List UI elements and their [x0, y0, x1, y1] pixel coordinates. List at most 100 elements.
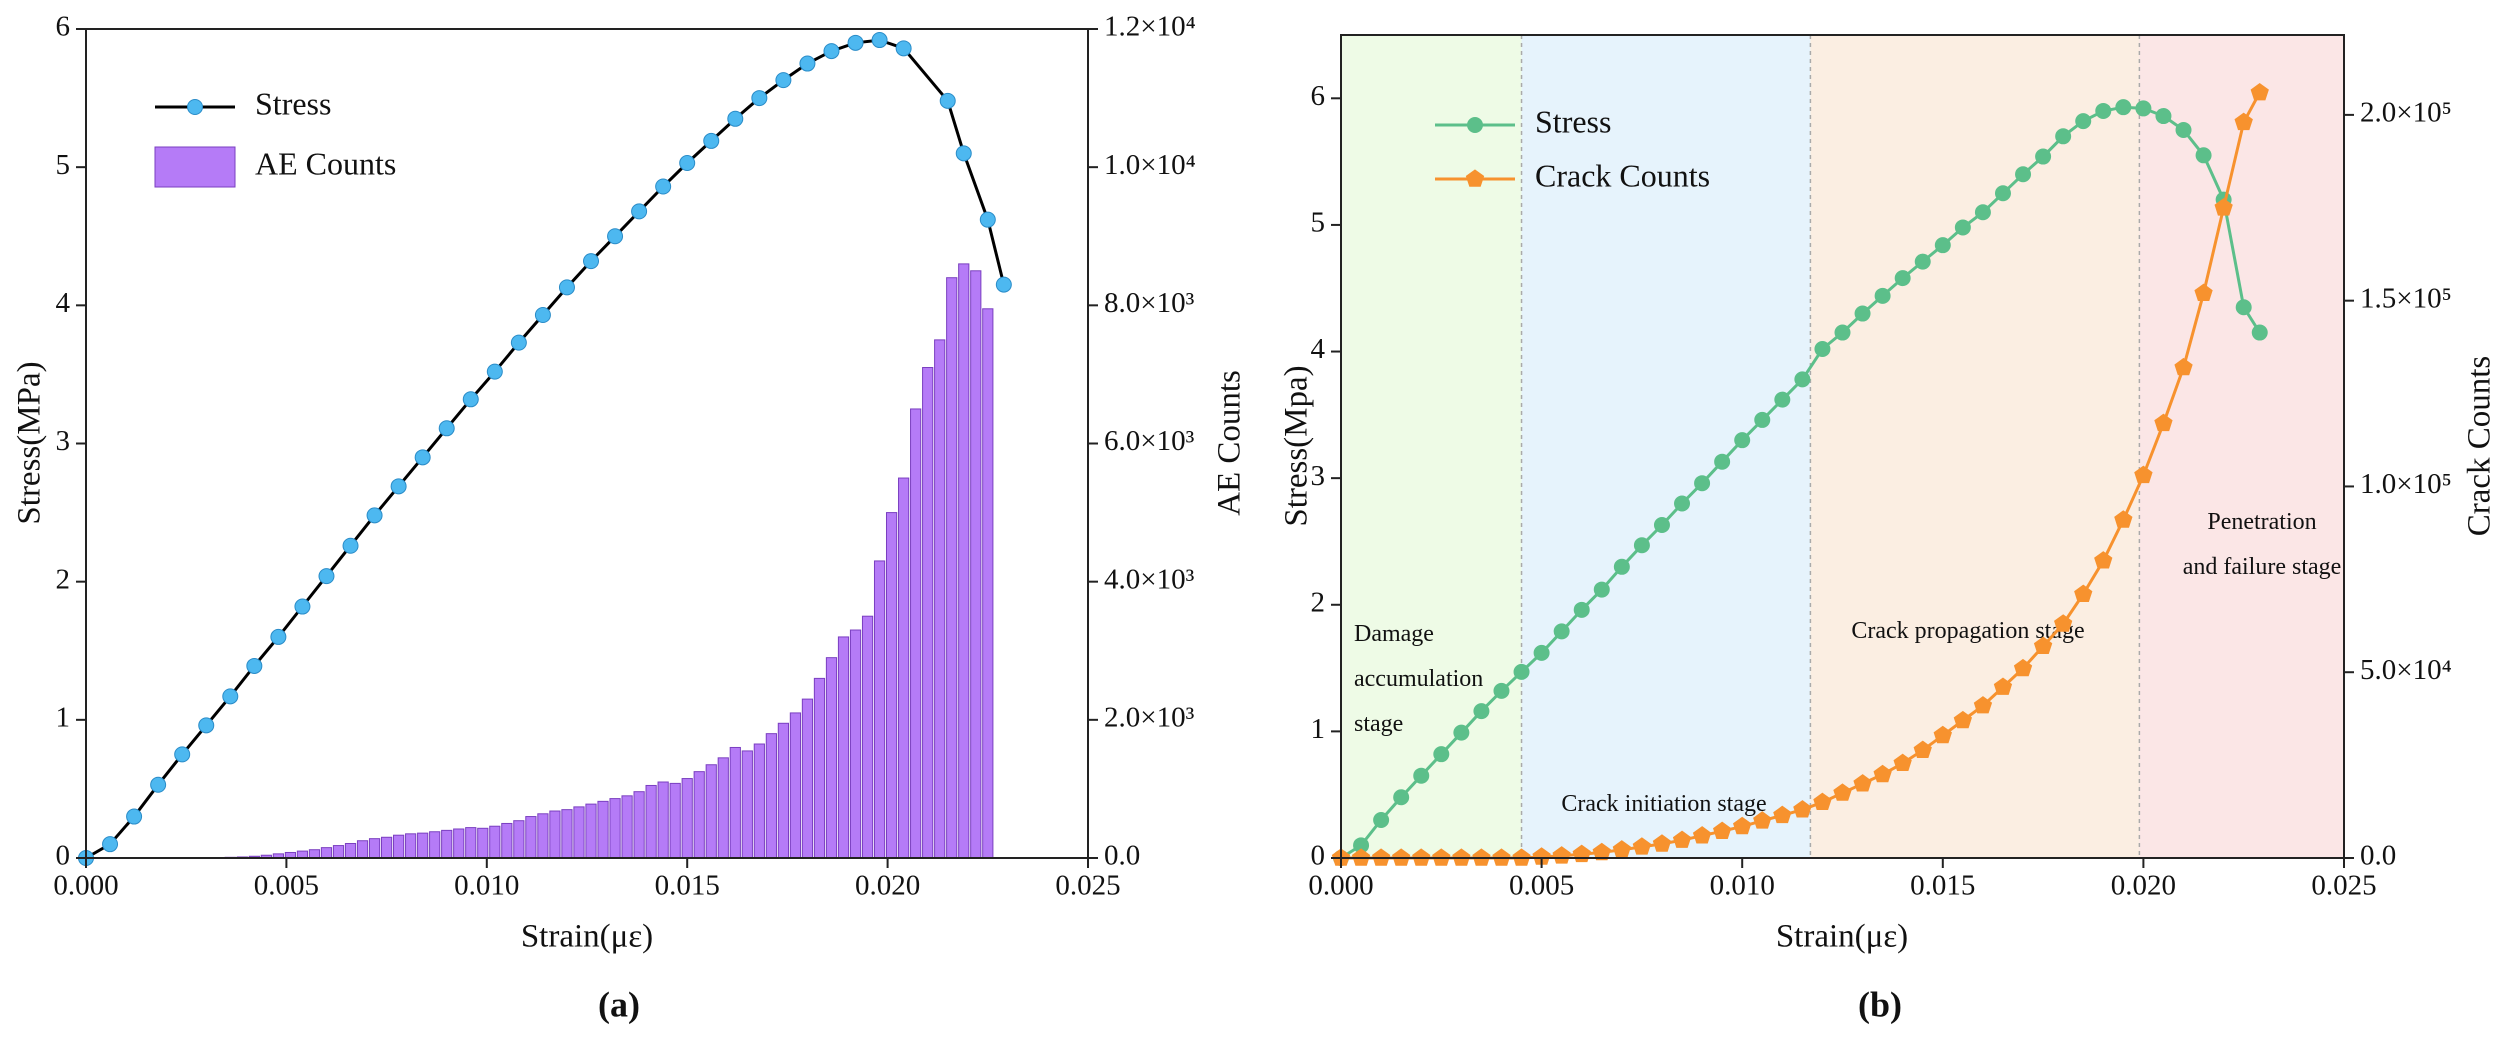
legend-label: Stress [1535, 103, 1611, 139]
marker [1533, 644, 1550, 661]
marker [1373, 812, 1390, 829]
marker [1813, 792, 1832, 810]
marker [1893, 753, 1912, 771]
bar [356, 840, 369, 859]
x-axis-label: Strain(με) [1776, 919, 1908, 955]
marker [1613, 558, 1630, 575]
marker [1453, 724, 1470, 741]
marker [1913, 740, 1932, 758]
bar [958, 263, 970, 859]
bar [441, 829, 453, 859]
marker [1834, 324, 1851, 341]
marker [1774, 391, 1791, 408]
marker [270, 628, 287, 645]
marker [1652, 834, 1672, 852]
marker [2115, 99, 2132, 116]
marker [2033, 636, 2053, 654]
marker [126, 808, 143, 825]
bar [765, 733, 777, 859]
bar [789, 712, 802, 859]
marker [2175, 121, 2192, 138]
bar [885, 512, 898, 859]
bar [693, 771, 705, 859]
y-tick-label: 2 [56, 563, 71, 595]
bar [585, 803, 597, 859]
marker [799, 55, 816, 72]
bar [621, 795, 633, 859]
bar [849, 629, 862, 859]
bar [513, 820, 525, 859]
marker [2135, 100, 2152, 117]
marker [703, 132, 720, 149]
bar [681, 778, 693, 859]
marker [2013, 658, 2033, 677]
bar [597, 800, 609, 859]
bar [801, 698, 814, 859]
y2-tick-label: 2.0×10⁵ [2360, 97, 2452, 129]
marker [2134, 465, 2153, 484]
y2-tick-label: 8.0×10³ [1104, 287, 1195, 319]
marker [1873, 764, 1892, 783]
marker [895, 40, 912, 57]
marker [775, 72, 792, 89]
x-tick-label: 0.000 [53, 870, 118, 902]
marker [2251, 324, 2268, 341]
legend-swatch [154, 146, 236, 188]
bar [561, 809, 573, 859]
marker [679, 155, 696, 172]
bar [489, 825, 501, 859]
x-tick-label: 0.020 [2111, 870, 2176, 902]
marker [198, 717, 215, 734]
marker [871, 32, 888, 49]
y-tick-label: 4 [1311, 333, 1326, 365]
marker [2214, 198, 2233, 216]
bar [344, 842, 357, 859]
bar [368, 838, 381, 859]
marker [1974, 204, 1991, 221]
marker [2154, 413, 2173, 432]
bar [705, 764, 717, 859]
stage-label-line: accumulation [1354, 666, 1483, 692]
y2-tick-label: 2.0×10³ [1104, 701, 1195, 733]
stage-label-line: Damage [1354, 621, 1434, 647]
stage-label-line: stage [1354, 711, 1403, 737]
marker [366, 507, 383, 524]
marker [1753, 811, 1772, 829]
marker [1592, 842, 1611, 861]
bar [501, 822, 513, 859]
x-axis-label: Strain(με) [521, 919, 653, 955]
marker [1793, 800, 1812, 818]
marker [390, 478, 407, 495]
marker [1674, 495, 1691, 512]
stage-region [1810, 35, 2140, 858]
marker [607, 228, 624, 245]
marker [1552, 846, 1571, 864]
bar [729, 746, 741, 859]
y2-tick-label: 1.2×10⁴ [1104, 11, 1196, 43]
y2-tick-label: 6.0×10³ [1104, 425, 1195, 457]
bar [465, 827, 477, 859]
marker [414, 449, 431, 466]
marker [2035, 148, 2052, 165]
marker [1973, 696, 1993, 714]
stage-label: Penetration and failure stage [2183, 509, 2342, 580]
legend-marker [187, 99, 203, 115]
marker [955, 145, 972, 162]
marker [462, 391, 479, 408]
marker [1874, 287, 1891, 304]
marker [558, 279, 575, 296]
bar [308, 849, 321, 859]
bar [549, 810, 561, 859]
marker [1934, 237, 1951, 254]
marker [583, 253, 600, 270]
marker [655, 178, 672, 195]
x-tick-label: 0.025 [1055, 870, 1120, 902]
marker [2155, 108, 2172, 125]
legend-label: Stress [255, 85, 331, 121]
y-tick-label: 5 [56, 149, 71, 181]
marker [294, 598, 311, 615]
y-axis-label: Stress(Mpa) [1279, 365, 1315, 526]
bar [645, 784, 657, 859]
bar [633, 791, 645, 859]
marker [1393, 789, 1410, 806]
